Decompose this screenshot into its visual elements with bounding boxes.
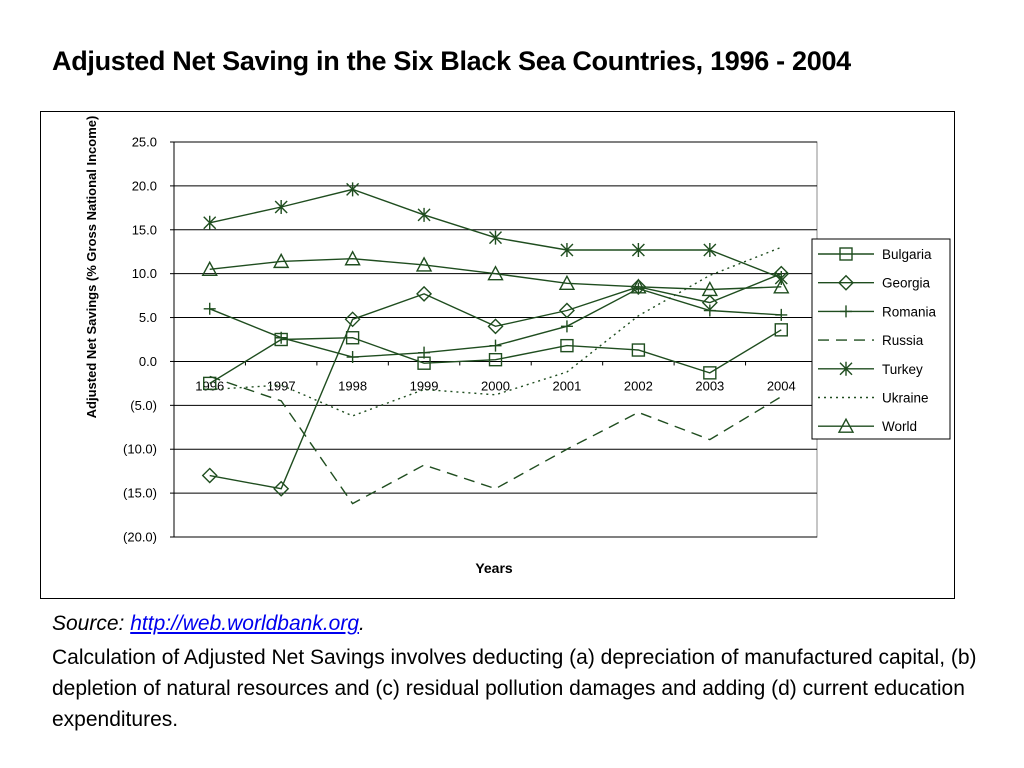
marker-triangle (837, 417, 855, 433)
y-axis-label: Adjusted Net Savings (% Gross National I… (84, 116, 99, 419)
marker-plus (560, 320, 573, 333)
marker-square (345, 331, 360, 345)
source-suffix: . (359, 612, 365, 635)
legend-label: World (882, 419, 917, 434)
methodology-note: Calculation of Adjusted Net Savings invo… (52, 646, 977, 731)
marker-triangle (487, 265, 504, 281)
marker-plus (275, 331, 288, 344)
marker-star (346, 182, 360, 197)
marker-square (703, 366, 717, 380)
y-tick-label: 5.0 (139, 310, 157, 325)
y-tick-label: (15.0) (123, 486, 157, 501)
marker-star (203, 215, 217, 230)
marker-diamond (558, 302, 575, 319)
source-line: Source: http://web.worldbank.org. (52, 612, 365, 636)
marker-diamond (838, 274, 854, 291)
marker-plus (418, 346, 431, 359)
marker-plus (703, 304, 716, 317)
series-line-russia (209, 375, 782, 505)
marker-triangle (630, 278, 647, 294)
marker-triangle (344, 250, 361, 266)
marker-square (488, 352, 503, 367)
marker-star (839, 361, 853, 376)
marker-star (417, 207, 431, 222)
marker-star (631, 242, 645, 257)
marker-triangle (415, 256, 433, 272)
marker-plus (489, 339, 502, 352)
marker-square (560, 338, 574, 353)
x-tick-label: 2004 (767, 378, 796, 393)
x-tick-label: 2000 (481, 378, 510, 393)
marker-diamond (416, 285, 433, 302)
legend-label: Romania (882, 304, 937, 319)
series-line-world (209, 257, 782, 291)
y-tick-label: 15.0 (132, 222, 157, 237)
series-lines (201, 182, 790, 505)
marker-triangle (558, 274, 576, 291)
marker-square (774, 323, 788, 337)
legend-label: Bulgaria (882, 247, 932, 262)
marker-plus (775, 308, 788, 321)
marker-triangle (201, 260, 218, 276)
marker-star (489, 230, 502, 245)
marker-star (560, 242, 574, 257)
marker-diamond (201, 467, 218, 484)
y-tick-label: 0.0 (139, 354, 157, 369)
marker-diamond (487, 318, 504, 335)
y-tick-label: (20.0) (123, 530, 157, 545)
y-tick-label: 20.0 (132, 178, 157, 193)
x-tick-label: 2003 (695, 378, 724, 393)
marker-plus (840, 305, 852, 318)
y-tick-label: (5.0) (130, 398, 157, 413)
marker-diamond (273, 480, 290, 497)
y-axis-ticks: 25.0 20.0 15.0 10.0 5.0 0.0 (5.0) (10.0) (15.0) (… (123, 135, 175, 545)
x-tick-label: 1997 (267, 378, 296, 393)
series-line-bulgaria (209, 329, 782, 384)
gridlines (174, 141, 817, 538)
x-tick-label: 2001 (552, 378, 581, 393)
marker-square (839, 247, 853, 261)
legend-label: Ukraine (882, 391, 929, 406)
x-tick-label: 1998 (338, 378, 367, 393)
y-tick-label: 10.0 (132, 266, 157, 281)
marker-square (631, 343, 646, 357)
marker-plus (203, 302, 216, 315)
y-tick-label: 25.0 (132, 135, 157, 150)
legend-label: Georgia (882, 276, 931, 291)
legend-label: Turkey (882, 362, 923, 377)
legend-box (811, 238, 951, 440)
x-tick-label: 1996 (195, 378, 224, 393)
marker-star (774, 271, 788, 286)
marker-star (274, 199, 288, 214)
chart-frame: 25.0 20.0 15.0 10.0 5.0 0.0 (5.0) (10.0) (15.0) (… (40, 111, 955, 599)
legend: Bulgaria Georgia Romania Russia Turkey Ukrain… (811, 238, 951, 440)
marker-triangle (272, 252, 290, 269)
x-axis-label: Years (475, 560, 513, 576)
x-axis-ticks: 1996 1997 1998 1999 2000 2001 2002 2003 2004 (173, 361, 796, 393)
legend-label: Russia (882, 333, 924, 348)
marker-diamond (344, 311, 361, 328)
marker-triangle (773, 278, 790, 294)
x-tick-label: 2002 (624, 378, 653, 393)
line-chart: 25.0 20.0 15.0 10.0 5.0 0.0 (5.0) (10.0) (15.0) (… (84, 116, 951, 576)
marker-star (703, 242, 717, 257)
slide-title: Adjusted Net Saving in the Six Black Sea… (52, 46, 851, 76)
marker-triangle (701, 280, 719, 297)
source-link[interactable]: http://web.worldbank.org (130, 612, 360, 635)
x-tick-label: 1999 (410, 378, 439, 393)
series-line-georgia (209, 273, 782, 490)
marker-plus (346, 351, 359, 364)
y-tick-label: (10.0) (123, 442, 157, 457)
plot-area (173, 141, 818, 538)
source-label: Source: (52, 612, 131, 635)
